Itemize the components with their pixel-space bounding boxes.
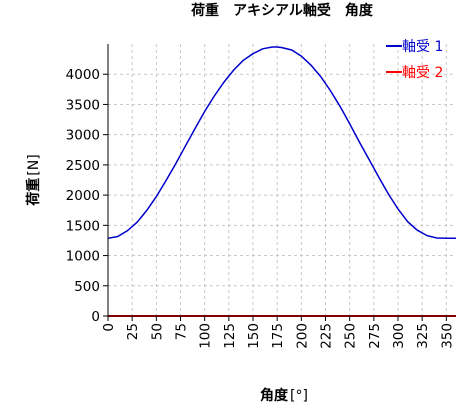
x-tick-label: 75 <box>174 323 190 340</box>
x-tick-label: 50 <box>149 323 165 340</box>
x-tick-label: 250 <box>343 323 359 349</box>
y-axis-label-unit: [N] <box>26 154 42 175</box>
y-tick-label: 3500 <box>66 97 100 113</box>
x-axis-label-main: 角度 <box>260 387 289 404</box>
x-tick-label: 100 <box>198 323 214 349</box>
x-axis-ticks: 0 25 50 75 100 125 150 175 200 225 250 275 300 325 350 <box>101 316 455 349</box>
x-tick-label: 325 <box>415 323 431 349</box>
y-tick-label: 0 <box>91 309 100 325</box>
grid <box>107 44 456 317</box>
axes <box>107 44 456 317</box>
x-axis-label-unit: [°] <box>290 388 308 404</box>
x-tick-label: 125 <box>222 323 238 349</box>
x-tick-label: 25 <box>125 323 141 340</box>
y-tick-label: 500 <box>74 279 100 295</box>
y-axis-ticks: 0 500 1000 1500 2000 2500 3000 3500 4000 <box>66 67 108 325</box>
y-tick-label: 1500 <box>66 218 100 234</box>
x-tick-label: 175 <box>270 323 286 349</box>
y-axis-label: 荷重 [N] <box>25 154 42 206</box>
legend-label-2: 軸受 2 <box>402 65 443 81</box>
y-tick-label: 2000 <box>66 188 100 204</box>
x-tick-label: 350 <box>439 323 455 349</box>
y-tick-label: 4000 <box>66 67 100 83</box>
y-tick-label: 1000 <box>66 249 100 265</box>
x-tick-label: 300 <box>391 323 407 349</box>
chart-title: 荷重 アキシアル軸受 角度 <box>190 2 374 19</box>
x-tick-label: 200 <box>294 323 310 349</box>
plot-area <box>107 46 456 317</box>
x-tick-label: 275 <box>367 323 383 349</box>
x-tick-label: 0 <box>101 323 117 332</box>
series-line-1 <box>107 46 456 240</box>
legend: 軸受 1 軸受 2 <box>386 39 443 81</box>
x-tick-label: 150 <box>246 323 262 349</box>
y-tick-label: 3000 <box>66 128 100 144</box>
x-tick-label: 225 <box>319 323 335 349</box>
y-tick-label: 2500 <box>66 158 100 174</box>
y-axis-label-main: 荷重 <box>25 178 42 207</box>
x-axis-label: 角度 [°] <box>260 387 308 404</box>
legend-label-1: 軸受 1 <box>402 39 443 55</box>
